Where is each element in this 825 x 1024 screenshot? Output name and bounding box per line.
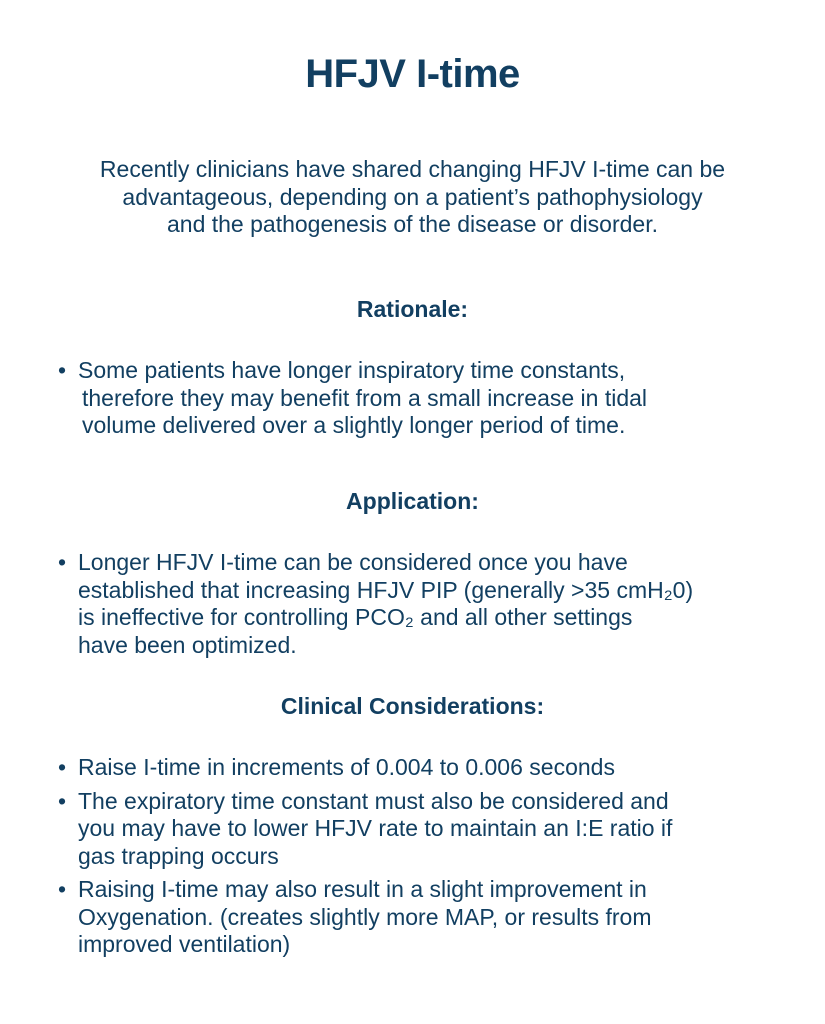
- list-item: • Raising I-time may also result in a sl…: [58, 876, 778, 959]
- intro-line: and the pathogenesis of the disease or d…: [166, 211, 658, 237]
- line: Longer HFJV I-time can be considered onc…: [78, 549, 628, 575]
- clinical-considerations-list: • Raise I-time in increments of 0.004 to…: [58, 754, 778, 959]
- line: Some patients have longer inspiratory ti…: [78, 357, 626, 383]
- list-item: • Raise I-time in increments of 0.004 to…: [58, 754, 778, 782]
- page-title: HFJV I-time: [305, 52, 520, 96]
- line: volume delivered over a slightly longer …: [82, 412, 626, 438]
- bullet-icon: •: [58, 787, 67, 814]
- line: is ineffective for controlling PCO₂ and …: [78, 604, 633, 630]
- line: established that increasing HFJV PIP (ge…: [78, 576, 694, 603]
- line: therefore they may benefit from a small …: [82, 384, 648, 411]
- line: improved ventilation): [78, 931, 291, 957]
- line: Oxygenation. (creates slightly more MAP,…: [78, 903, 652, 930]
- line: you may have to lower HFJV rate to maint…: [78, 815, 673, 841]
- list-item: • Longer HFJV I-time can be considered o…: [58, 549, 778, 659]
- rationale-list: • Some patients have longer inspiratory …: [58, 357, 778, 440]
- intro-paragraph: Recently clinicians have shared changing…: [0, 156, 825, 239]
- bullet-icon: •: [58, 357, 67, 383]
- line: have been optimized.: [78, 631, 297, 658]
- application-heading: Application:: [346, 488, 479, 514]
- bullet-icon: •: [58, 876, 67, 902]
- bullet-icon: •: [58, 549, 67, 575]
- line: Raise I-time in increments of 0.004 to 0…: [78, 754, 615, 780]
- application-list: • Longer HFJV I-time can be considered o…: [58, 549, 778, 659]
- list-item: • The expiratory time constant must also…: [58, 788, 778, 871]
- clinical-considerations-heading: Clinical Considerations:: [280, 693, 545, 719]
- line: gas trapping occurs: [78, 842, 279, 869]
- bullet-icon: •: [58, 754, 67, 780]
- line: Raising I-time may also result in a slig…: [78, 876, 647, 902]
- intro-line: advantageous, depending on a patient’s p…: [122, 183, 703, 210]
- line: The expiratory time constant must also b…: [78, 787, 669, 814]
- intro-line: Recently clinicians have shared changing…: [99, 156, 726, 182]
- list-item: • Some patients have longer inspiratory …: [58, 357, 778, 440]
- rationale-heading: Rationale:: [356, 296, 469, 322]
